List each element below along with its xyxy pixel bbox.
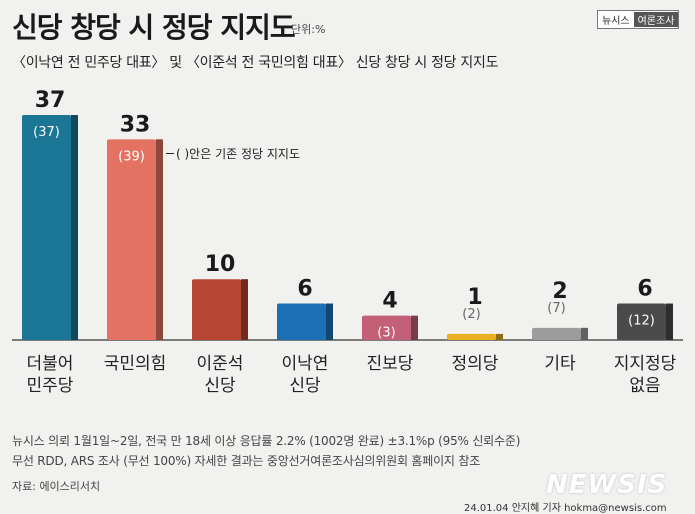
- bar-side-1: [156, 139, 163, 340]
- value-label-2: 10: [205, 252, 236, 277]
- bar-4: [362, 315, 411, 340]
- bar-side-5: [496, 333, 503, 340]
- bar-side-0: [71, 115, 78, 340]
- value-label-4: 4: [382, 289, 397, 314]
- category-label-2-0: 이준석: [197, 354, 244, 374]
- bar-7: [617, 303, 666, 340]
- previous-label-5: (2): [462, 307, 480, 322]
- brand-section: 여론조사: [633, 12, 679, 27]
- value-label-1: 33: [120, 112, 151, 137]
- unit-label: 단위:%: [291, 23, 326, 36]
- category-label-2-1: 신당: [204, 376, 236, 396]
- value-label-7: 6: [637, 277, 652, 302]
- category-label-6-0: 기타: [544, 354, 576, 374]
- value-label-3: 6: [297, 277, 312, 302]
- previous-label-1: (39): [118, 149, 145, 164]
- bar-3: [277, 303, 326, 340]
- brand-name: 뉴시스: [602, 16, 630, 27]
- previous-label-6: (7): [547, 301, 565, 316]
- annotation-leader-line: [166, 153, 174, 154]
- category-label-0-0: 더불어: [27, 354, 74, 374]
- bar-2: [192, 279, 241, 340]
- bar-side-6: [581, 327, 588, 340]
- value-label-5: 1: [467, 285, 482, 310]
- newsis-watermark: NEWSIS: [546, 470, 668, 500]
- value-label-0: 37: [35, 88, 66, 113]
- brand-badge: 뉴시스 여론조사: [597, 10, 680, 29]
- chart-title: 신당 창당 시 정당 지지도: [12, 11, 296, 44]
- category-label-4-0: 진보당: [367, 354, 414, 374]
- bar-6: [532, 327, 581, 340]
- value-label-6: 2: [552, 279, 567, 304]
- bar-side-3: [326, 303, 333, 340]
- category-label-7-1: 없음: [629, 376, 660, 396]
- survey-note-line-2: 무선 RDD, ARS 조사 (무선 100%) 자세한 결과는 중앙선거여론조…: [12, 454, 481, 468]
- previous-label-4: (3): [377, 326, 395, 341]
- bar-1: [107, 139, 156, 340]
- survey-note-line-1: 뉴시스 의뢰 1월1일~2일, 전국 만 18세 이상 응답률 2.2% (10…: [12, 434, 521, 448]
- source-text: 자료: 에이스리서치: [12, 480, 101, 493]
- category-label-1-0: 국민의힘: [104, 354, 167, 374]
- bar-0: [22, 115, 71, 340]
- bar-5: [447, 333, 496, 340]
- previous-label-7: (12): [628, 314, 655, 329]
- category-label-7-0: 지지정당: [614, 354, 677, 374]
- bar-side-7: [666, 303, 673, 340]
- bar-side-2: [241, 279, 248, 340]
- chart-subtitle: 〈이낙연 전 민주당 대표〉 및 〈이준석 전 국민의힘 대표〉 신당 창당 시…: [12, 55, 499, 71]
- category-label-3-0: 이낙연: [282, 354, 329, 374]
- credit-text: 24.01.04 안지혜 기자 hokma@newsis.com: [464, 503, 667, 514]
- previous-label-0: (37): [33, 125, 60, 140]
- annotation-text: ( )안은 기존 정당 지지도: [176, 147, 300, 161]
- category-label-0-1: 민주당: [27, 376, 74, 396]
- category-label-5-0: 정의당: [452, 354, 499, 374]
- bar-side-4: [411, 315, 418, 340]
- category-label-3-1: 신당: [289, 376, 321, 396]
